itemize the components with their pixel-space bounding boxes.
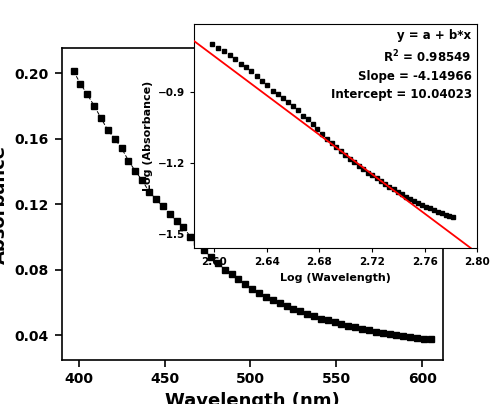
Text: y = a + b*x
$\mathbf{R^2}$ = 0.98549
Slope = -4.14966
Intercept = 10.04023: y = a + b*x $\mathbf{R^2}$ = 0.98549 Slo… <box>331 29 472 101</box>
X-axis label: Wavelength (nm): Wavelength (nm) <box>165 391 339 404</box>
Y-axis label: Absorbance: Absorbance <box>0 145 9 263</box>
Y-axis label: Log (Absorbance): Log (Absorbance) <box>143 81 153 191</box>
X-axis label: Log (Wavelength): Log (Wavelength) <box>280 273 391 283</box>
